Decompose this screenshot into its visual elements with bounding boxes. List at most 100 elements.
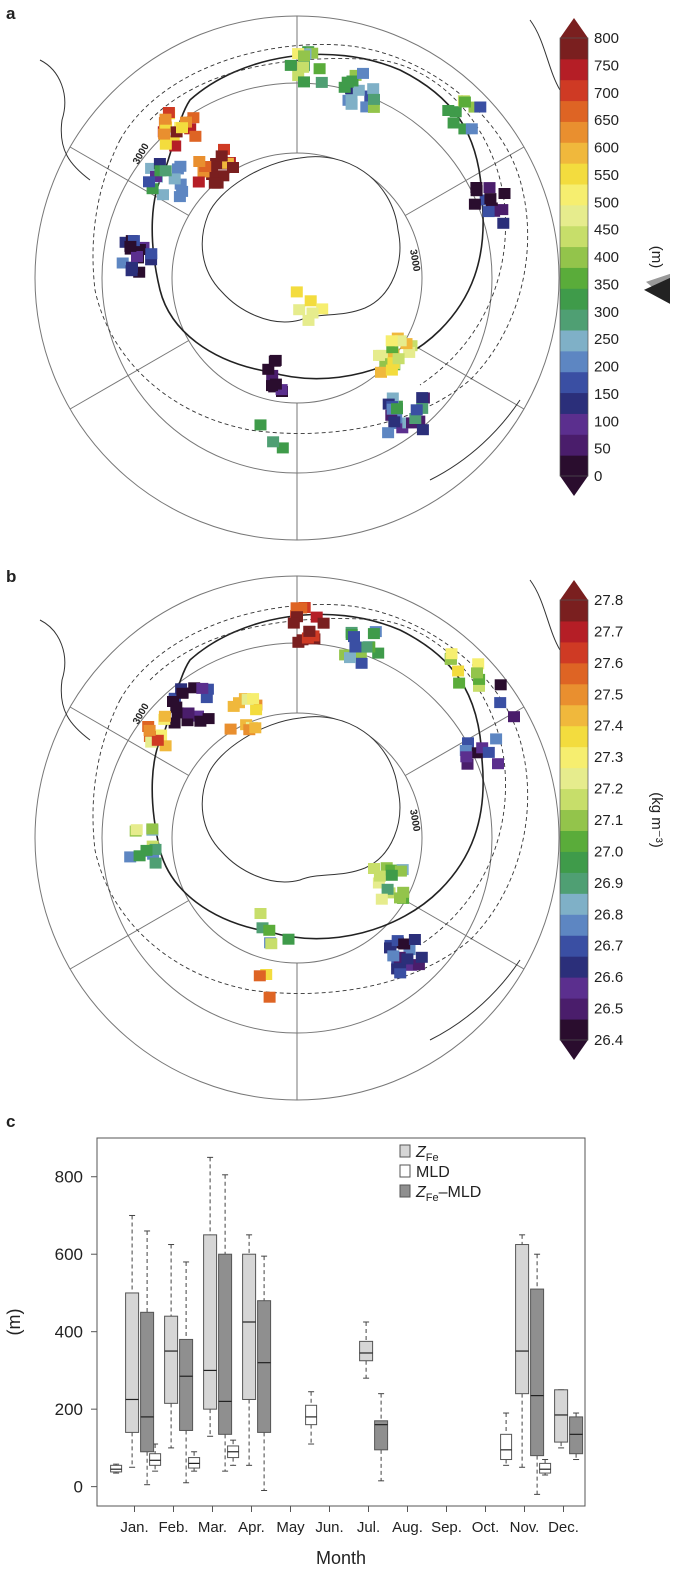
data-cell [227, 700, 240, 712]
colorbar-extend-bottom [560, 1040, 588, 1060]
data-cell [496, 204, 509, 216]
colorbar-segment [560, 641, 588, 664]
colorbar-tick-label: 0 [594, 468, 602, 485]
colorbar-segment [560, 455, 588, 477]
data-cell [180, 116, 192, 128]
data-cell [472, 658, 485, 670]
data-cell [170, 701, 183, 713]
colorbar-segment [560, 830, 588, 852]
meridian-line [69, 900, 189, 970]
data-cell [482, 206, 495, 218]
box-zfemld [374, 1420, 389, 1451]
colorbar-extend-top [560, 580, 588, 600]
data-cell [254, 419, 267, 431]
colorbar-segment [560, 725, 588, 748]
colorbar-tick-label: 27.7 [594, 623, 623, 640]
legend-swatch [399, 1144, 411, 1158]
box-zfe [242, 1253, 257, 1400]
data-cell [200, 692, 213, 704]
colorbar-segment [560, 288, 588, 310]
x-tick-label: Jun. [315, 1519, 343, 1536]
data-cell [167, 696, 179, 707]
data-cell [202, 713, 215, 725]
colorbar-segment [560, 704, 588, 727]
colorbar-frame [559, 599, 589, 1041]
data-cell [394, 335, 407, 347]
data-cell [124, 240, 137, 252]
x-tick-label: Nov. [510, 1519, 540, 1536]
data-cell [397, 886, 410, 898]
data-cell [458, 96, 471, 108]
panel-b-letter: b [6, 567, 17, 586]
data-cell [262, 363, 275, 375]
data-cell [124, 851, 137, 863]
data-cell [497, 217, 510, 229]
colorbar-tick-label: 27.1 [594, 812, 623, 829]
data-cell [253, 970, 266, 982]
data-cell [393, 951, 406, 963]
data-cell [208, 177, 221, 189]
front-dashed [92, 604, 529, 994]
colorbar-tick-label: 26.9 [594, 875, 623, 892]
data-cell [442, 105, 455, 116]
colorbar-tick-label: 650 [594, 112, 619, 129]
x-tick-label: Oct. [472, 1519, 500, 1536]
colorbar-tick-label: 27.0 [594, 843, 623, 860]
box-zfemld [257, 1300, 272, 1433]
data-cell [133, 244, 146, 255]
colorbar-segment [560, 434, 588, 456]
box-zfe [203, 1234, 218, 1410]
data-cell [292, 70, 305, 82]
box-mld [539, 1462, 552, 1474]
y-tick-label: 600 [55, 1245, 83, 1264]
colorbar-segment [560, 121, 588, 143]
data-cell [159, 113, 172, 125]
box-zfe [164, 1315, 179, 1404]
data-cell [217, 170, 230, 182]
data-cell [145, 254, 158, 266]
data-cell [159, 740, 172, 752]
colorbar-segment [560, 620, 588, 643]
data-cell [482, 746, 495, 758]
data-cell [492, 758, 504, 770]
data-cell [254, 908, 267, 919]
data-cell [143, 176, 155, 188]
data-cell [387, 950, 400, 962]
box-zfemld [179, 1338, 194, 1431]
data-cell [476, 742, 489, 754]
data-cell [295, 602, 308, 614]
data-cell [268, 355, 281, 367]
data-cell [159, 138, 172, 150]
data-cell [316, 303, 329, 315]
box-mld [500, 1433, 513, 1461]
data-cell [196, 682, 209, 694]
data-cell [386, 342, 399, 354]
colorbar-segment [560, 204, 588, 227]
colorbar-segment [560, 746, 588, 769]
colorbar-segment [560, 392, 588, 414]
data-cell [153, 158, 166, 169]
data-cell [298, 50, 310, 62]
data-cell [494, 697, 507, 709]
data-cell [169, 140, 182, 152]
data-cell [444, 653, 457, 665]
colorbar-tick-label: 450 [594, 222, 619, 239]
data-cell [162, 107, 175, 118]
map-panel-a: 3000300005010015020025030035040045050055… [34, 15, 670, 541]
contour-label: 3000 [407, 809, 422, 833]
data-cell [412, 959, 425, 971]
data-cell [367, 83, 380, 95]
data-cell [368, 863, 380, 874]
boxplot-panel-c: 0 200 400 600 800 (m) Jan. Feb. Mar. Apr. May Jun. J… [4, 1137, 586, 1568]
data-cell [313, 63, 326, 75]
colorbar-tick-label: 27.3 [594, 749, 623, 766]
colorbar-tick-label: 600 [594, 140, 619, 157]
colorbar-unit: (kg m⁻³) [648, 792, 665, 847]
colorbar-tick-label: 500 [594, 194, 619, 211]
legend-label: ZFe–MLD [415, 1184, 481, 1204]
colorbar-segment [560, 977, 588, 999]
data-cell [403, 944, 416, 956]
data-cell [471, 667, 483, 679]
colorbar-unit: (m) [648, 246, 665, 269]
south-america-coast [39, 59, 91, 181]
